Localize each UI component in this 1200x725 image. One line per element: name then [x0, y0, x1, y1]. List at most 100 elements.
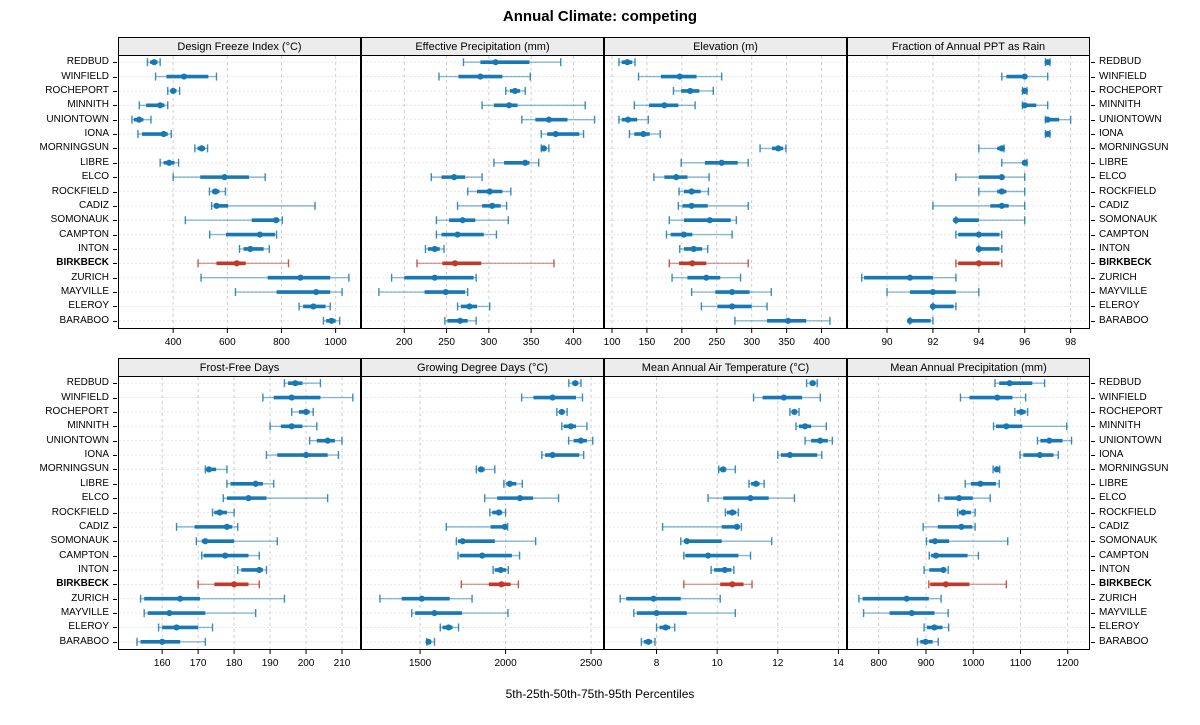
median-dot [166, 609, 173, 617]
row-label-iona: IONA [1099, 449, 1124, 461]
median-dot [975, 260, 982, 267]
axis-tick-label: 900 [918, 658, 935, 669]
median-dot [477, 73, 484, 80]
median-dot [256, 566, 263, 574]
median-dot [706, 217, 713, 224]
series-iona [1019, 451, 1059, 460]
row-tick [1091, 411, 1095, 413]
median-dot [549, 394, 556, 401]
series-somonauk [455, 537, 537, 546]
median-dot [1044, 59, 1051, 66]
axis-tick-label: 200 [396, 337, 413, 348]
row-label-minnith: MINNITH [1099, 99, 1141, 111]
series-baraboo [906, 316, 934, 325]
series-zurich [139, 594, 286, 603]
row-label-winfield: WINFIELD [1099, 391, 1147, 403]
series-cadiz [932, 201, 1026, 210]
row-tick [113, 411, 117, 413]
row-label-birkbeck: BIRKBECK [56, 257, 109, 269]
median-dot [752, 480, 760, 487]
series-winfield [1001, 72, 1049, 81]
series-mayville [633, 609, 737, 618]
series-inton [975, 244, 1003, 253]
axis-tick-label: 400 [813, 337, 830, 348]
median-dot [198, 145, 205, 152]
median-dot [661, 102, 668, 109]
median-dot [975, 245, 982, 253]
axis-tick-label: 1000 [962, 658, 985, 669]
median-dot [683, 538, 690, 545]
row-tick [1091, 76, 1095, 78]
row-tick [1091, 162, 1095, 164]
row-label-zurich: ZURICH [71, 271, 109, 283]
row-label-minnith: MINNITH [67, 99, 109, 111]
series-campton [201, 551, 260, 560]
series-libre [503, 479, 524, 488]
median-dot [687, 87, 694, 95]
row-tick [1091, 234, 1095, 236]
median-dot [922, 638, 929, 645]
row-tick [1091, 177, 1095, 179]
row-tick [1091, 469, 1095, 471]
series-eleroy [157, 623, 214, 632]
row-label-elco: ELCO [1099, 171, 1127, 183]
series-campton [955, 230, 1003, 239]
row-label-eleroy: ELEROY [68, 621, 109, 633]
row-tick [1091, 105, 1095, 107]
row-label-rocheport: ROCHEPORT [45, 84, 109, 96]
median-dot [516, 495, 524, 502]
row-tick [1091, 191, 1095, 193]
series-birkbeck [460, 580, 520, 589]
median-dot [180, 73, 188, 80]
panel-mean-annual-precipitation-mm: Mean Annual Precipitation (mm) 800 900 1000… [847, 358, 1090, 669]
series-minnith [481, 101, 586, 110]
axis-tick-label: 2000 [494, 658, 517, 669]
series-minnith [795, 422, 827, 431]
panel-strip-title: Design Freeze Index (°C) [177, 41, 301, 53]
median-dot [486, 188, 493, 195]
median-dot [310, 303, 317, 310]
row-label-libre: LIBRE [1099, 156, 1128, 168]
row-label-winfield: WINFIELD [1099, 70, 1147, 82]
series-iona [540, 130, 585, 139]
row-tick [1091, 569, 1095, 571]
series-elco [430, 173, 483, 182]
row-label-iona: IONA [84, 449, 109, 461]
median-dot [998, 145, 1005, 152]
series-birkbeck [683, 580, 753, 589]
axis-tick-label: 400 [565, 337, 582, 348]
row-label-rockfield: ROCKFIELD [51, 506, 109, 518]
series-winfield [752, 393, 821, 402]
row-tick [113, 555, 117, 557]
median-dot [223, 523, 231, 530]
row-tick [1091, 248, 1095, 250]
series-iona [265, 451, 340, 460]
row-tick [1091, 598, 1095, 600]
axis-tick-label: 92 [927, 337, 939, 348]
median-dot [1046, 437, 1053, 444]
panel-design-freeze-index-c: Design Freeze Index (°C) 400 600 800 1000 [118, 37, 361, 348]
row-tick [113, 383, 117, 385]
row-label-cadiz: CADIZ [79, 199, 109, 211]
median-dot [479, 552, 486, 559]
series-uniontown [567, 436, 594, 445]
median-dot [233, 260, 240, 267]
row-tick [1091, 397, 1095, 399]
median-dot [690, 245, 697, 253]
axis-tick-label: 180 [226, 658, 243, 669]
row-tick [1091, 627, 1095, 629]
series-baraboo [916, 637, 939, 646]
series-uniontown [521, 115, 596, 124]
row-tick [1091, 220, 1095, 222]
row-tick [113, 469, 117, 471]
median-dot [567, 423, 574, 430]
median-dot [733, 523, 740, 530]
row-tick [1091, 263, 1095, 265]
row-label-mayville: MAYVILLE [1099, 607, 1148, 619]
row-label-rocheport: ROCHEPORT [45, 405, 109, 417]
series-birkbeck [416, 259, 555, 268]
median-dot [786, 451, 794, 459]
series-mayville [234, 288, 343, 297]
row-tick [113, 205, 117, 207]
panel-strip-title: Mean Annual Air Temperature (°C) [642, 362, 809, 374]
